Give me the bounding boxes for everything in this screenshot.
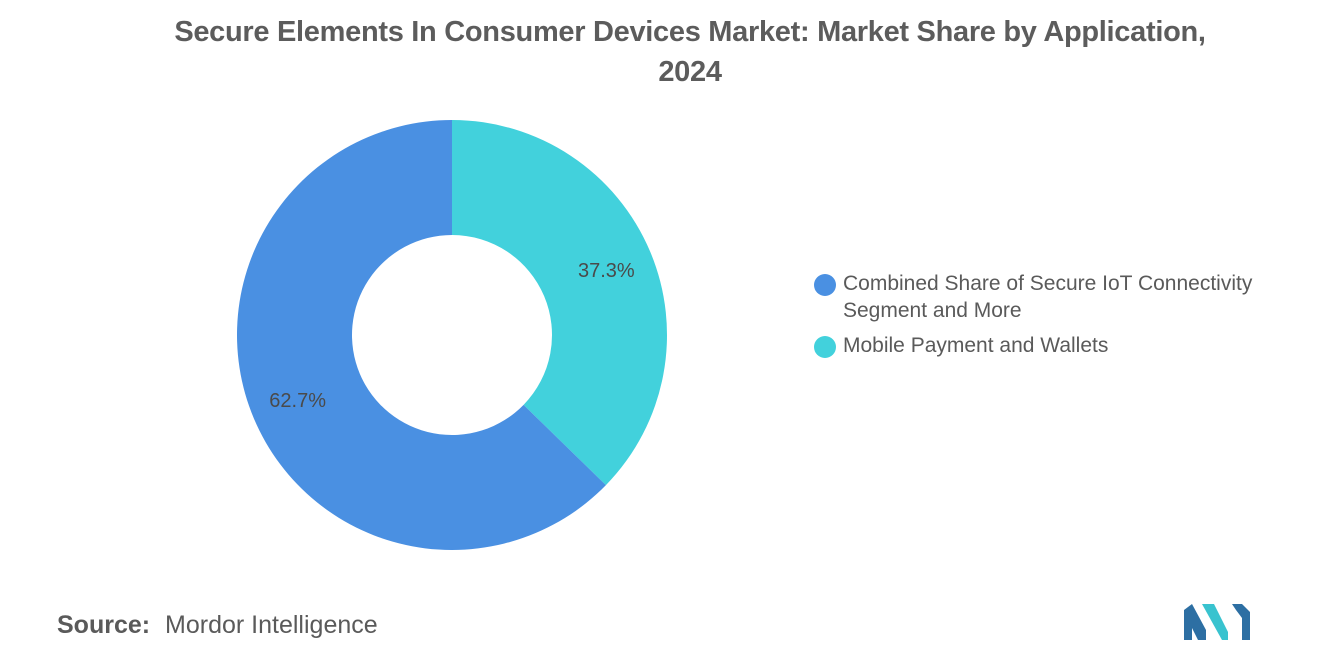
chart-legend: Combined Share of Secure IoT Connectivit… bbox=[814, 270, 1304, 367]
source-note: Source: Mordor Intelligence bbox=[57, 611, 378, 640]
chart-title-line-1: Secure Elements In Consumer Devices Mark… bbox=[174, 16, 1206, 48]
legend-swatch-mobile-payment bbox=[814, 336, 836, 358]
legend-swatch-iot bbox=[814, 274, 836, 296]
source-label: Source: bbox=[57, 611, 151, 639]
label-iot: 62.7% bbox=[269, 390, 326, 412]
legend-item-mobile-payment: Mobile Payment and Wallets bbox=[814, 332, 1304, 359]
legend-label-iot: Combined Share of Secure IoT Connectivit… bbox=[843, 272, 1253, 322]
source-value: Mordor Intelligence bbox=[165, 611, 378, 639]
label-mobile-payment: 37.3% bbox=[578, 260, 635, 282]
slice-mobile-payment bbox=[452, 120, 667, 486]
chart-title-line-2: 2024 bbox=[658, 56, 722, 88]
legend-label-mobile-payment: Mobile Payment and Wallets bbox=[843, 334, 1109, 357]
logo-shape-left bbox=[1184, 604, 1206, 640]
logo-shape-middle bbox=[1202, 604, 1228, 640]
slice-iot bbox=[236, 120, 606, 550]
legend-item-iot: Combined Share of Secure IoT Connectivit… bbox=[814, 270, 1304, 324]
logo-shape-right bbox=[1232, 604, 1250, 640]
chart-title: Secure Elements In Consumer Devices Mark… bbox=[60, 12, 1320, 92]
mordor-intelligence-logo-icon bbox=[1184, 604, 1250, 640]
